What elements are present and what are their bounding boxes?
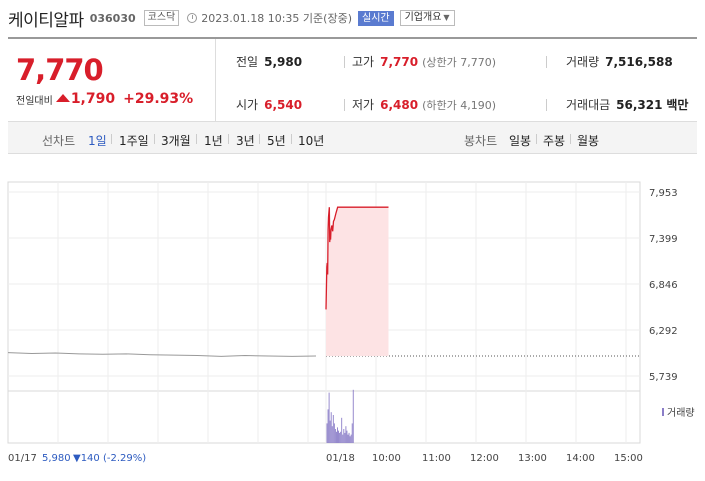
x-tick-label: 14:00 xyxy=(566,453,595,464)
clock-icon xyxy=(187,13,198,23)
stat-trade-value: 거래대금 56,321 백만 xyxy=(566,98,689,112)
change-row: 전일대비 1,790 +29.93% xyxy=(16,91,193,107)
period-tab-bar: 선차트 1일 1주일 3개월 1년 3년 5년 10년 봉차트 일봉 주봉 월봉 xyxy=(8,122,697,154)
today-area xyxy=(326,207,389,356)
volume-legend-label: 거래량 xyxy=(667,407,695,419)
stock-header: 케이티알파 036030 코스닥 2023.01.18 10:35 기준(장중)… xyxy=(8,5,455,31)
tab-1week[interactable]: 1주일 xyxy=(119,134,149,148)
company-overview-label: 기업개요 xyxy=(404,12,442,23)
change-value: 1,790 xyxy=(70,91,116,107)
tab-weekly-candle[interactable]: 주봉 xyxy=(543,134,566,148)
up-arrow-icon xyxy=(55,94,70,102)
tab-daily-candle[interactable]: 일봉 xyxy=(509,134,532,148)
chevron-down-icon: ▼ xyxy=(443,13,450,22)
stock-code: 036030 xyxy=(89,11,136,25)
tab-1day[interactable]: 1일 xyxy=(88,134,107,148)
stat-open: 시가 6,540 xyxy=(236,98,303,112)
x-tick-label: 01/17 xyxy=(8,453,37,464)
x-tick-label: 01/18 xyxy=(326,453,355,464)
chart-grid xyxy=(7,181,641,444)
realtime-button[interactable]: 실시간 xyxy=(358,10,394,26)
datetime: 2023.01.18 10:35 기준(장중) xyxy=(201,12,352,25)
today-line xyxy=(325,206,389,310)
price-series xyxy=(7,206,389,357)
x-tick-label: 12:00 xyxy=(470,453,499,464)
company-overview-select[interactable]: 기업개요 ▼ xyxy=(399,10,455,26)
tab-5year[interactable]: 5년 xyxy=(267,134,286,148)
tab-10year[interactable]: 10년 xyxy=(298,134,325,148)
current-price: 7,770 xyxy=(16,53,104,87)
quote-summary: 7,770 전일대비 1,790 +29.93% 전일 5,980 고가 7,770… xyxy=(8,37,697,122)
stats-panel: 전일 5,980 고가 7,770 (상한가 7,770) 거래량 7,516,588 … xyxy=(216,39,697,122)
tab-monthly-candle[interactable]: 월봉 xyxy=(577,134,600,148)
tab-3month[interactable]: 3개월 xyxy=(161,134,191,148)
y-tick-label: 7,953 xyxy=(649,188,678,199)
y-tick-label: 7,399 xyxy=(649,234,678,245)
footer-change: ▼140 xyxy=(73,453,100,464)
stock-name[interactable]: 케이티알파 xyxy=(8,10,84,31)
change-rate: +29.93% xyxy=(123,91,194,107)
stat-prev-close: 전일 5,980 xyxy=(236,55,303,69)
volume-legend-swatch xyxy=(662,408,664,416)
x-tick-label: 10:00 xyxy=(372,453,401,464)
y-tick-label: 5,739 xyxy=(649,372,678,383)
y-axis: 7,953 7,399 6,846 6,292 5,739 xyxy=(649,188,678,383)
x-axis: 01/18 10:00 11:00 12:00 13:00 14:00 15:00 xyxy=(326,453,643,464)
x-tick-label: 13:00 xyxy=(518,453,547,464)
volume-bars: 거래량 xyxy=(326,389,695,443)
x-tick-label: 15:00 xyxy=(614,453,643,464)
candle-chart-title: 봉차트 xyxy=(464,134,498,148)
line-chart-title: 선차트 xyxy=(42,134,76,148)
prev-day-line xyxy=(7,352,317,357)
market-badge: 코스닥 xyxy=(143,10,180,26)
footer-change-rate: (-2.29%) xyxy=(103,453,146,464)
tab-1year[interactable]: 1년 xyxy=(204,134,223,148)
x-tick-label: 11:00 xyxy=(422,453,451,464)
plot-frame xyxy=(7,181,641,444)
y-tick-label: 6,292 xyxy=(649,326,678,337)
tab-3year[interactable]: 3년 xyxy=(236,134,255,148)
stat-volume: 거래량 7,516,588 xyxy=(566,55,673,69)
chart-footer: 01/17 5,980 ▼140 (-2.29%) xyxy=(8,453,146,464)
change-label: 전일대비 xyxy=(16,95,53,107)
footer-prev-close: 5,980 xyxy=(42,453,71,464)
price-panel: 7,770 전일대비 1,790 +29.93% xyxy=(8,39,216,122)
stat-low: 저가 6,480 (하한가 4,190) xyxy=(352,98,496,112)
y-tick-label: 6,846 xyxy=(649,280,678,291)
intraday-chart[interactable]: 거래량 7,953 7,399 6,846 6,292 5,739 01/18 10:00… xyxy=(0,168,705,481)
stat-high: 고가 7,770 (상한가 7,770) xyxy=(352,55,496,69)
